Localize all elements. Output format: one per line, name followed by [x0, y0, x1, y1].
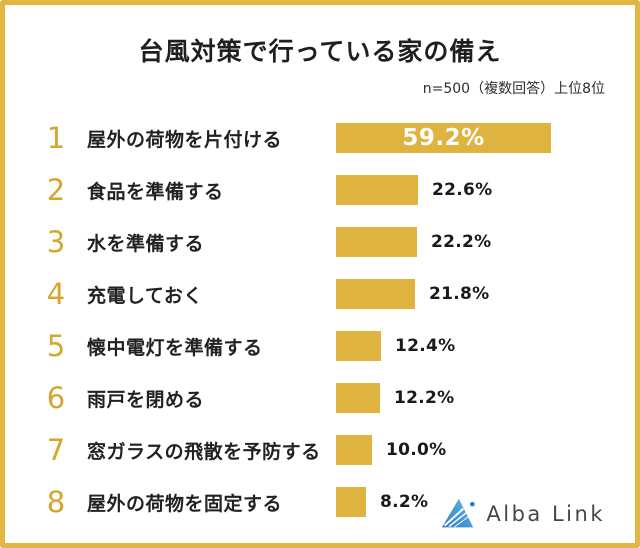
category-label: 懐中電灯を準備する: [87, 336, 263, 359]
chart-row: 4 充電しておく 21.8%: [33, 268, 607, 320]
value-label: 22.2%: [431, 232, 492, 252]
category-label: 屋外の荷物を片付ける: [87, 128, 283, 151]
chart-row: 6 雨戸を閉める 12.2%: [33, 372, 607, 424]
bar: [336, 435, 372, 465]
rank-number: 4: [46, 276, 66, 311]
chart-row: 3 水を準備する 22.2%: [33, 216, 607, 268]
content-area: 台風対策で行っている家の備え n=500（複数回答）上位8位 1 屋外の荷物を片付…: [5, 5, 635, 528]
category-label: 雨戸を閉める: [87, 388, 205, 411]
bar: [336, 383, 380, 413]
bar-track: 22.6%: [336, 164, 607, 216]
chart-row: 7 窓ガラスの飛散を予防する 10.0%: [33, 424, 607, 476]
category-label: 充電しておく: [87, 284, 203, 307]
alba-link-triangle-icon: [440, 497, 476, 531]
bar-track: 59.2%: [336, 112, 607, 164]
chart-row: 2 食品を準備する 22.6%: [33, 164, 607, 216]
value-label: 22.6%: [432, 180, 493, 200]
chart-row: 1 屋外の荷物を片付ける 59.2%: [33, 112, 607, 164]
sample-note: n=500（複数回答）上位8位: [422, 81, 605, 97]
bar: [336, 175, 418, 205]
bar-track: 12.4%: [336, 320, 607, 372]
category-label: 水を準備する: [87, 232, 205, 255]
category-label: 食品を準備する: [87, 180, 224, 203]
rank-number: 1: [46, 120, 66, 155]
bar: [336, 279, 415, 309]
bar: [336, 487, 366, 517]
category-label: 屋外の荷物を固定する: [87, 492, 283, 515]
rank-number: 6: [46, 380, 66, 415]
bar-track: 21.8%: [336, 268, 607, 320]
rank-number: 8: [46, 484, 66, 519]
category-label: 窓ガラスの飛散を予防する: [87, 440, 321, 463]
brand-name: Alba Link: [486, 502, 605, 526]
page-title: 台風対策で行っている家の備え: [138, 37, 502, 66]
brand-logo: Alba Link: [440, 497, 605, 531]
bar: [336, 331, 381, 361]
value-label: 8.2%: [380, 492, 429, 512]
chart-row: 8 屋外の荷物を固定する 8.2%: [33, 476, 607, 528]
bar: 59.2%: [336, 123, 551, 153]
bar-track: 8.2%: [336, 476, 607, 528]
chart-row: 5 懐中電灯を準備する 12.4%: [33, 320, 607, 372]
bar-track: 10.0%: [336, 424, 607, 476]
value-label: 59.2%: [402, 125, 485, 151]
rank-number: 7: [46, 432, 66, 467]
bar-chart: 1 屋外の荷物を片付ける 59.2% 2 食品を準備する 22.6% 3 水を準備する 22.2…: [33, 112, 607, 528]
value-label: 21.8%: [429, 284, 490, 304]
rank-number: 5: [46, 328, 66, 363]
bar-track: 22.2%: [336, 216, 607, 268]
value-label: 12.2%: [394, 388, 455, 408]
bar: [336, 227, 417, 257]
value-label: 12.4%: [395, 336, 456, 356]
value-label: 10.0%: [386, 440, 447, 460]
rank-number: 2: [46, 172, 66, 207]
rank-number: 3: [46, 224, 66, 259]
bar-track: 12.2%: [336, 372, 607, 424]
